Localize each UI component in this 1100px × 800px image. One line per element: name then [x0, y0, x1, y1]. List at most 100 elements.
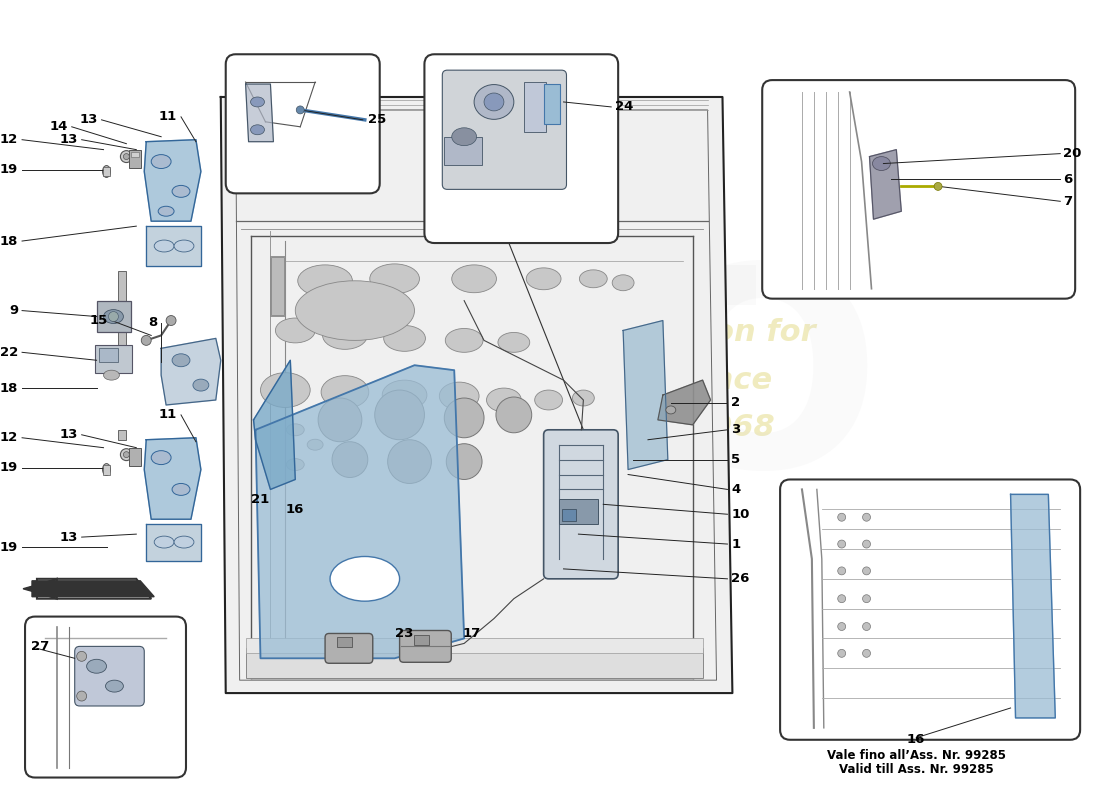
Ellipse shape — [251, 125, 264, 134]
Ellipse shape — [439, 382, 480, 410]
Text: 6: 6 — [1064, 173, 1072, 186]
Text: O: O — [645, 255, 880, 525]
Ellipse shape — [382, 380, 427, 410]
Ellipse shape — [174, 240, 194, 252]
Text: 11: 11 — [158, 110, 177, 123]
Text: Valid till Ass. Nr. 99285: Valid till Ass. Nr. 99285 — [839, 763, 993, 776]
Ellipse shape — [452, 265, 496, 293]
Text: 7: 7 — [1064, 195, 1072, 208]
FancyBboxPatch shape — [425, 54, 618, 243]
Circle shape — [862, 594, 870, 602]
Circle shape — [838, 622, 846, 630]
Bar — [119, 430, 126, 440]
Ellipse shape — [103, 370, 120, 380]
Bar — [95, 346, 132, 373]
Text: 3: 3 — [732, 423, 740, 436]
Text: 26: 26 — [732, 572, 750, 586]
Text: 12: 12 — [0, 431, 18, 444]
Circle shape — [120, 449, 132, 461]
Text: 14: 14 — [50, 120, 68, 134]
Text: T: T — [568, 255, 758, 525]
Ellipse shape — [321, 376, 368, 409]
Circle shape — [862, 567, 870, 575]
Text: 13: 13 — [59, 428, 78, 442]
Bar — [102, 166, 110, 177]
Polygon shape — [161, 338, 221, 405]
Text: 18: 18 — [0, 234, 18, 247]
Circle shape — [141, 335, 151, 346]
FancyBboxPatch shape — [25, 617, 186, 778]
Ellipse shape — [474, 85, 514, 119]
Circle shape — [862, 622, 870, 630]
Bar — [444, 137, 482, 165]
Bar — [524, 82, 546, 132]
Polygon shape — [144, 438, 201, 519]
Ellipse shape — [154, 240, 174, 252]
Text: 4: 4 — [732, 483, 740, 496]
Ellipse shape — [330, 557, 399, 601]
FancyBboxPatch shape — [442, 70, 566, 190]
Text: 27: 27 — [31, 640, 50, 653]
Ellipse shape — [322, 322, 367, 350]
Circle shape — [447, 444, 482, 479]
Text: 18: 18 — [0, 382, 18, 394]
Text: 22: 22 — [0, 346, 18, 359]
Circle shape — [862, 540, 870, 548]
Ellipse shape — [384, 326, 426, 351]
Ellipse shape — [154, 536, 174, 548]
Polygon shape — [146, 524, 201, 561]
Bar — [559, 499, 598, 524]
Text: 9: 9 — [9, 304, 18, 317]
Bar — [245, 638, 703, 654]
Circle shape — [862, 650, 870, 658]
Bar — [272, 257, 284, 314]
Ellipse shape — [158, 206, 174, 216]
Ellipse shape — [103, 310, 123, 323]
Text: 20: 20 — [1064, 147, 1081, 160]
Ellipse shape — [872, 157, 890, 170]
Text: 5: 5 — [732, 453, 740, 466]
Circle shape — [838, 594, 846, 602]
Text: 13: 13 — [79, 114, 98, 126]
Ellipse shape — [580, 270, 607, 288]
Bar — [337, 638, 352, 647]
Circle shape — [77, 651, 87, 662]
FancyBboxPatch shape — [780, 479, 1080, 740]
Ellipse shape — [286, 458, 305, 470]
Polygon shape — [221, 97, 733, 693]
Text: 8: 8 — [147, 316, 157, 329]
Ellipse shape — [102, 463, 110, 475]
Ellipse shape — [370, 264, 419, 294]
Circle shape — [375, 390, 425, 440]
Bar — [245, 648, 703, 678]
Circle shape — [123, 154, 130, 159]
Ellipse shape — [106, 680, 123, 692]
Circle shape — [838, 540, 846, 548]
Ellipse shape — [151, 154, 172, 169]
Circle shape — [496, 397, 531, 433]
Circle shape — [332, 442, 367, 478]
Text: 19: 19 — [0, 541, 18, 554]
Circle shape — [387, 440, 431, 483]
FancyBboxPatch shape — [543, 430, 618, 579]
Ellipse shape — [572, 390, 594, 406]
FancyBboxPatch shape — [399, 630, 451, 662]
Ellipse shape — [286, 424, 305, 436]
Ellipse shape — [613, 275, 634, 290]
Circle shape — [838, 514, 846, 522]
Ellipse shape — [275, 318, 315, 343]
Ellipse shape — [498, 333, 530, 352]
Text: 12: 12 — [0, 134, 18, 146]
Circle shape — [838, 650, 846, 658]
Polygon shape — [253, 360, 295, 490]
Circle shape — [120, 150, 132, 162]
Circle shape — [862, 514, 870, 522]
Ellipse shape — [261, 373, 310, 407]
Text: 21: 21 — [251, 493, 268, 506]
Bar — [271, 256, 285, 315]
Polygon shape — [623, 321, 668, 470]
Bar — [415, 635, 429, 646]
Circle shape — [77, 691, 87, 701]
Ellipse shape — [452, 128, 476, 146]
Text: 19: 19 — [0, 163, 18, 176]
